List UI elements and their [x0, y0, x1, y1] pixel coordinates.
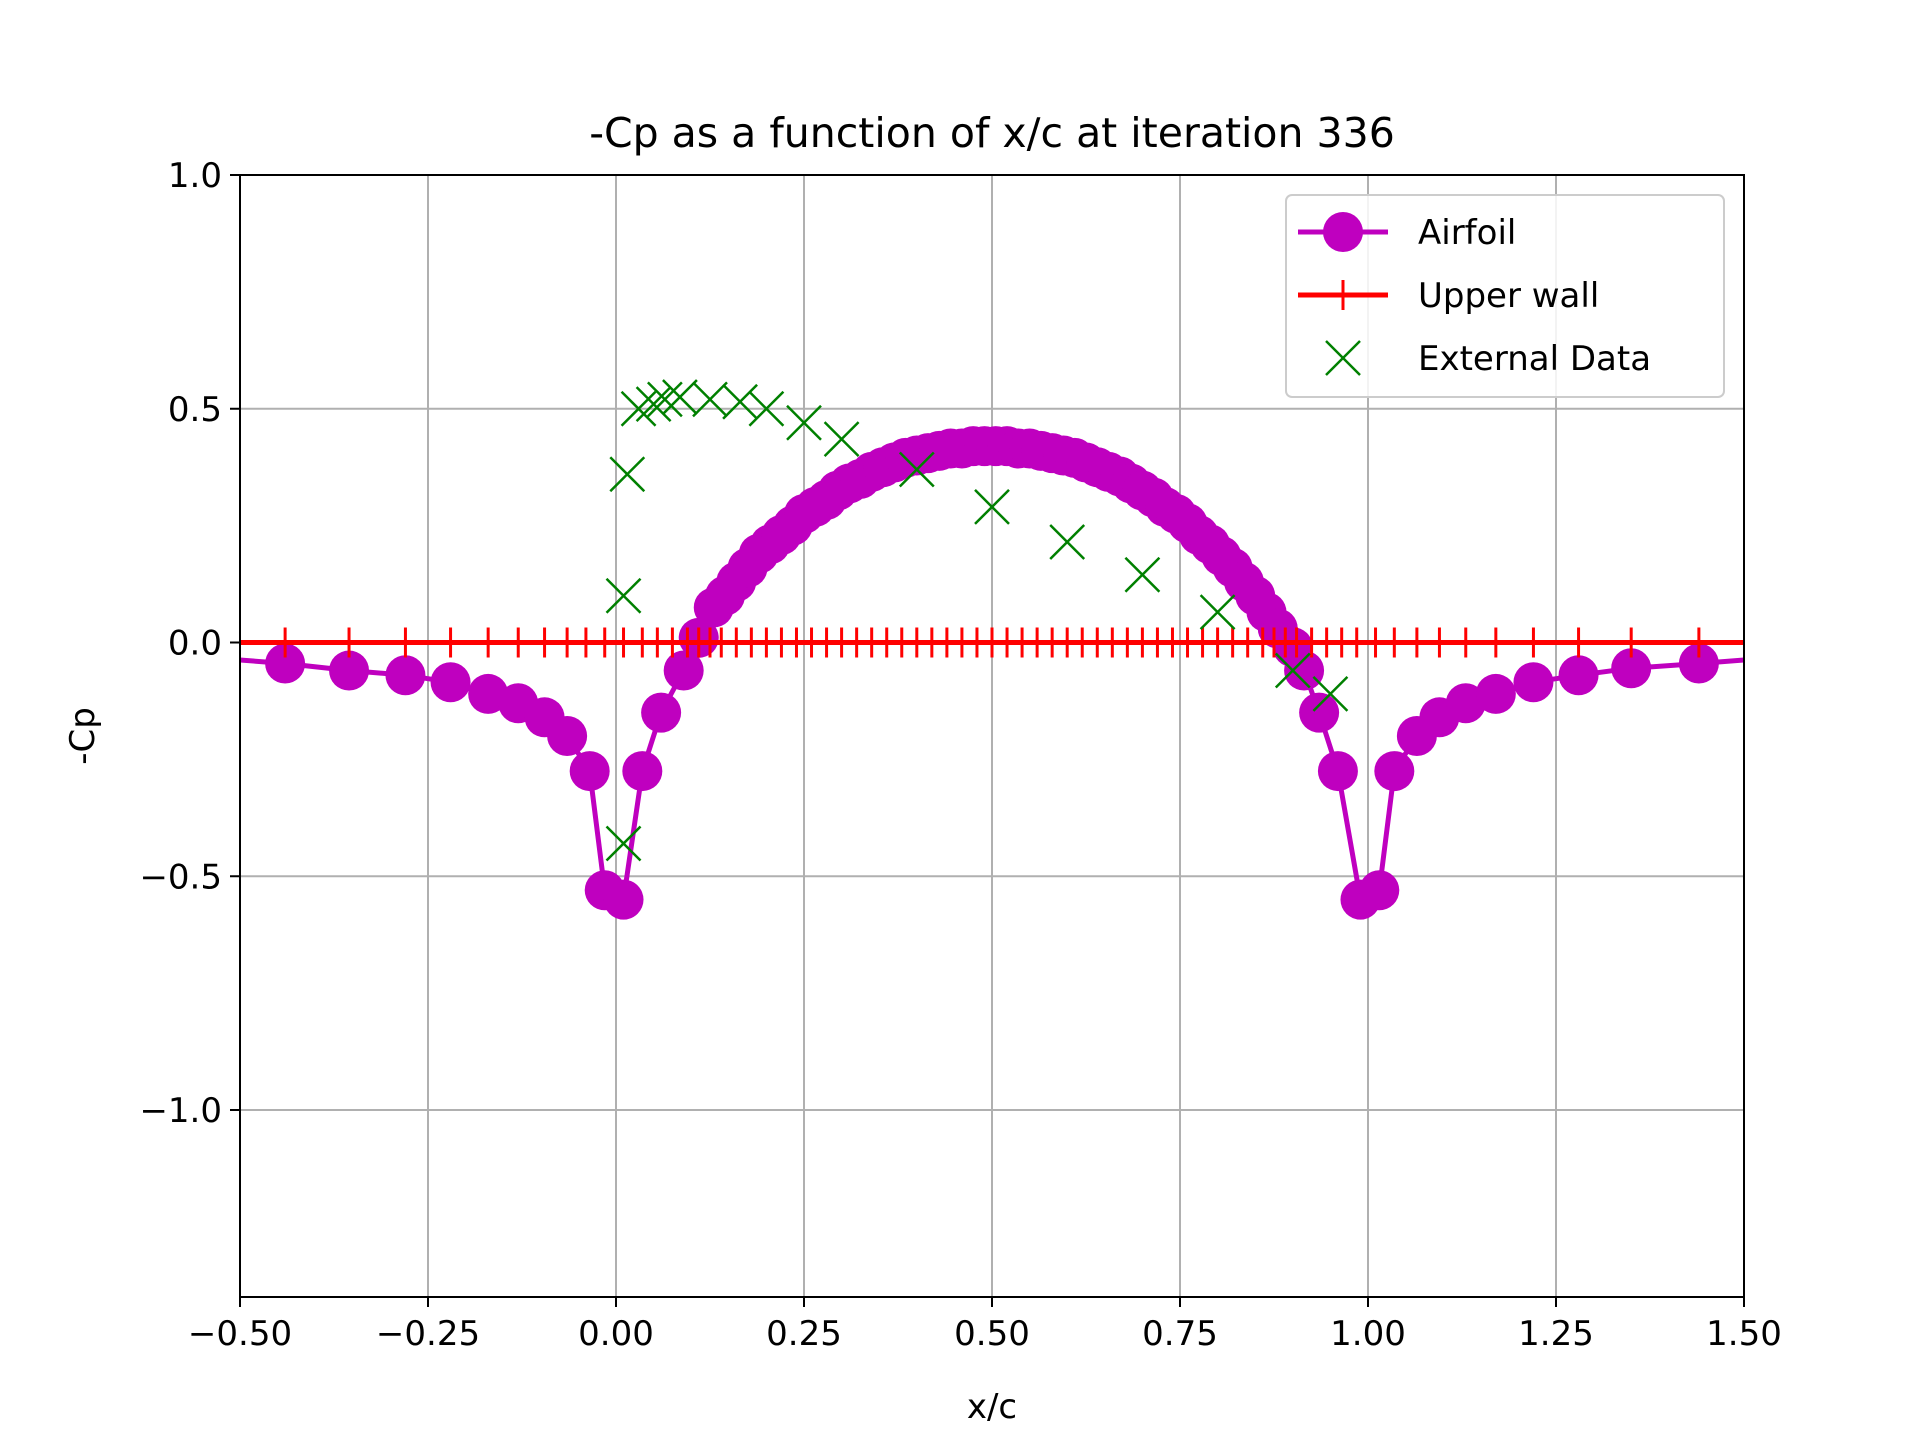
upper-wall-point	[270, 627, 301, 658]
legend-plus-marker	[1328, 280, 1358, 310]
y-tick-label: 0.5	[168, 390, 222, 430]
y-tick-label: 0.0	[168, 624, 222, 664]
legend-item: Upper wall	[1298, 276, 1599, 316]
external-data-point	[635, 386, 672, 422]
upper-wall-point	[334, 627, 365, 658]
legend-label: External Data	[1418, 339, 1651, 379]
upper-wall-point	[1616, 627, 1647, 658]
legend-label: Upper wall	[1418, 276, 1599, 316]
external-data-point	[609, 456, 646, 493]
airfoil-point	[1475, 673, 1516, 714]
airfoil-point	[1359, 870, 1400, 911]
airfoil-point	[1284, 650, 1325, 691]
airfoil-point	[547, 716, 588, 756]
airfoil-point	[641, 692, 682, 733]
legend-item: Airfoil	[1298, 212, 1516, 253]
x-tick-label: 0.50	[954, 1314, 1030, 1354]
x-tick-label: 1.00	[1330, 1314, 1406, 1354]
external-data-point	[974, 489, 1010, 525]
external-data-point	[748, 390, 785, 427]
external-data-point	[620, 390, 657, 427]
airfoil-point	[385, 655, 426, 696]
airfoil-point	[1558, 655, 1599, 696]
airfoil-point	[1445, 683, 1486, 724]
airfoil-point	[1317, 751, 1358, 792]
upper-wall-point	[390, 627, 421, 658]
legend: Airfoil Upper wall External Data	[1285, 194, 1725, 398]
upper-wall-point	[503, 627, 534, 658]
external-data-point	[1049, 524, 1086, 560]
external-data-point	[1124, 556, 1161, 593]
upper-wall-point	[1424, 627, 1455, 658]
external-data-point	[692, 381, 728, 418]
airfoil-point	[622, 751, 663, 792]
external-data-point	[1274, 652, 1311, 689]
x-tick-label: 0.25	[766, 1314, 842, 1354]
external-data-point	[662, 379, 698, 415]
y-tick-label: −1.0	[139, 1091, 222, 1131]
series-layer	[240, 379, 1744, 920]
upper-wall-point	[1683, 627, 1714, 658]
upper-wall-point	[1518, 627, 1549, 658]
upper-wall-point	[1450, 627, 1481, 658]
upper-wall-point	[1480, 627, 1511, 658]
airfoil-point	[1678, 643, 1719, 684]
airfoil-point	[1374, 751, 1415, 792]
x-tick-label: 1.50	[1706, 1314, 1782, 1354]
external-data-point	[605, 825, 642, 862]
airfoil-point	[1611, 648, 1652, 689]
legend-box	[1285, 194, 1725, 398]
x-tick-label: −0.50	[188, 1314, 292, 1354]
external-data-point	[1312, 676, 1349, 712]
external-data-point	[786, 404, 822, 441]
upper-wall-point	[1563, 627, 1594, 658]
airfoil-point	[603, 879, 644, 920]
airfoil-point	[329, 650, 370, 691]
airfoil-point	[430, 662, 471, 703]
y-tick-label: 1.0	[168, 156, 222, 196]
airfoil-point	[265, 643, 306, 684]
upper-wall-point	[473, 627, 504, 658]
x-tick-label: 0.00	[578, 1314, 654, 1354]
legend-item: External Data	[1325, 339, 1651, 379]
x-axis-label: x/c	[967, 1387, 1017, 1427]
external-data-point	[1199, 594, 1236, 630]
y-tick-label: −0.5	[139, 857, 222, 897]
y-axis-label: -Cp	[63, 707, 103, 765]
external-data-point	[605, 577, 642, 614]
x-tick-label: 0.75	[1142, 1314, 1218, 1354]
airfoil-point	[1513, 662, 1554, 703]
upper-wall-point	[435, 627, 466, 658]
external-data-point	[722, 383, 758, 420]
x-tick-label: −0.25	[376, 1314, 480, 1354]
external-data-point	[898, 451, 935, 488]
external-data-point	[646, 381, 683, 418]
airfoil-point	[663, 650, 704, 691]
chart-title: -Cp as a function of x/c at iteration 33…	[589, 109, 1395, 157]
airfoil-point	[468, 673, 509, 714]
axes: −0.50 −0.25 0.00 0.25 0.50 0.75 1.00 1.25 1.50 −1…	[139, 156, 1781, 1354]
legend-x-marker	[1325, 340, 1361, 376]
external-data-point	[823, 421, 860, 458]
legend-label: Airfoil	[1418, 213, 1516, 253]
airfoil-point	[569, 751, 610, 792]
x-tick-label: 1.25	[1518, 1314, 1594, 1354]
airfoil-point	[1299, 692, 1340, 733]
